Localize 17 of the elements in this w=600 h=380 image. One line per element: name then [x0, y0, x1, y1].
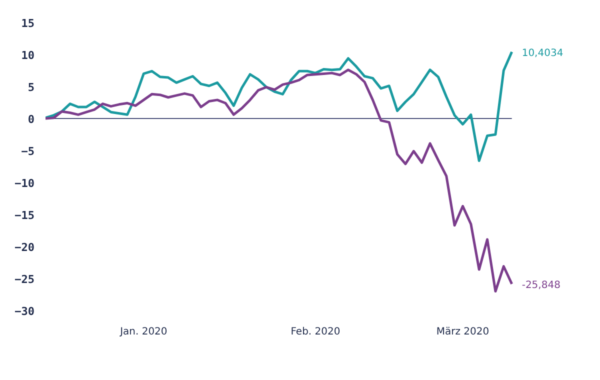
x-tick-label: Feb. 2020	[290, 326, 340, 338]
y-tick-label: −5	[21, 145, 35, 158]
x-tick-label: März 2020	[436, 326, 490, 338]
line-series	[46, 50, 514, 162]
y-tick-label: −10	[14, 177, 35, 190]
y-tick-label: 0	[28, 113, 34, 126]
y-tick-label: 5	[28, 81, 34, 94]
y-tick-label: 15	[21, 17, 35, 30]
text: 10,4034	[522, 48, 564, 59]
y-tick-label: −15	[14, 209, 35, 222]
y-tick-label: −20	[14, 241, 35, 254]
line-series	[46, 68, 514, 293]
y-tick-label: −25	[14, 273, 35, 286]
text: -25,848	[522, 280, 560, 291]
y-tick-label: 10	[21, 49, 35, 62]
x-tick-label: Jan. 2020	[119, 326, 168, 338]
y-tick-label: −30	[14, 305, 35, 318]
